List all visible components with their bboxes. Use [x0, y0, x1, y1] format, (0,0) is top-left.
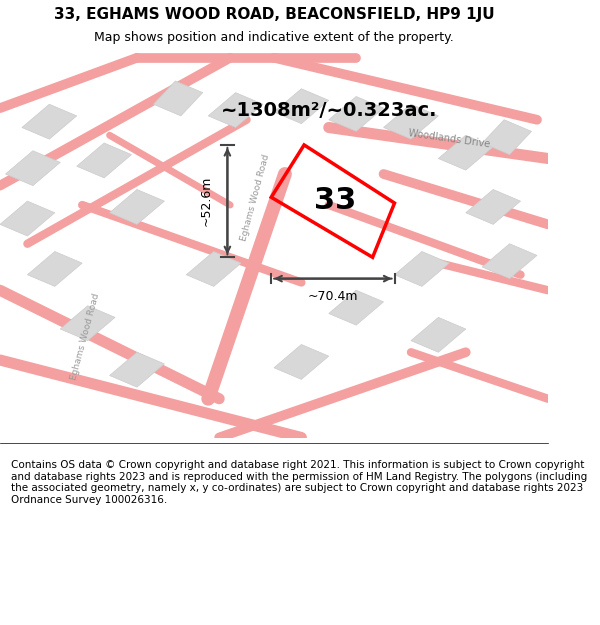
Text: Map shows position and indicative extent of the property.: Map shows position and indicative extent… [94, 31, 454, 44]
Polygon shape [383, 104, 439, 139]
Text: Contains OS data © Crown copyright and database right 2021. This information is : Contains OS data © Crown copyright and d… [11, 460, 587, 505]
Polygon shape [411, 318, 466, 352]
Polygon shape [274, 89, 329, 124]
Polygon shape [77, 143, 131, 178]
Text: ~52.6m: ~52.6m [200, 176, 213, 226]
Text: ~1308m²/~0.323ac.: ~1308m²/~0.323ac. [221, 101, 437, 119]
Polygon shape [439, 135, 493, 170]
Polygon shape [110, 352, 164, 387]
Polygon shape [22, 104, 77, 139]
Polygon shape [208, 92, 263, 128]
Polygon shape [60, 306, 115, 341]
Text: Woodlands Drive: Woodlands Drive [408, 127, 491, 149]
Text: ~70.4m: ~70.4m [308, 289, 358, 302]
Polygon shape [329, 290, 383, 325]
Polygon shape [154, 81, 203, 116]
Polygon shape [274, 344, 329, 379]
Polygon shape [482, 120, 532, 154]
Polygon shape [187, 251, 241, 286]
Polygon shape [28, 251, 82, 286]
Polygon shape [482, 244, 537, 279]
Text: 33, EGHAMS WOOD ROAD, BEACONSFIELD, HP9 1JU: 33, EGHAMS WOOD ROAD, BEACONSFIELD, HP9 … [53, 6, 494, 21]
Polygon shape [466, 189, 521, 224]
Polygon shape [0, 201, 55, 236]
Polygon shape [110, 189, 164, 224]
Polygon shape [329, 96, 383, 131]
Polygon shape [395, 251, 449, 286]
Polygon shape [5, 151, 60, 186]
Text: Eghams Wood Road: Eghams Wood Road [69, 292, 101, 381]
Text: Eghams Wood Road: Eghams Wood Road [239, 153, 271, 242]
Text: 33: 33 [314, 186, 357, 215]
